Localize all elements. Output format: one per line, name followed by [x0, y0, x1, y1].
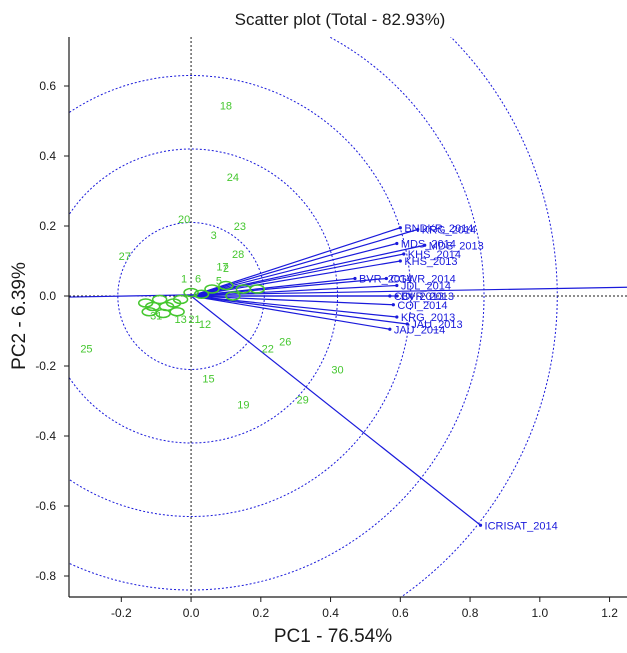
x-tick-label: 1.0: [531, 606, 548, 620]
scatter-point-label: 31: [150, 310, 162, 322]
vector-endpoint: [398, 259, 402, 263]
scatter-point-label: 15: [202, 373, 214, 385]
vector-endpoint: [478, 523, 483, 527]
x-tick-label: 0.6: [392, 606, 409, 620]
vector-label: MDS_2013: [429, 240, 484, 252]
vector-label: COI_2013: [394, 291, 444, 303]
vector-line: [190, 244, 425, 297]
scatter-point-label: 28: [232, 249, 244, 261]
vector-label: JAU_2014: [394, 324, 445, 336]
y-tick-label: -0.6: [35, 499, 56, 513]
point-cluster-mark: [172, 294, 189, 305]
scatter-point-label: 21: [188, 314, 200, 326]
x-axis-label: PC1 - 76.54%: [274, 626, 392, 647]
point-cluster-mark: [169, 307, 185, 317]
scatter-point-label: 29: [297, 394, 309, 406]
vector-endpoint: [395, 315, 399, 319]
vector-endpoint: [388, 327, 392, 331]
vector-endpoint: [423, 243, 427, 247]
scatter-point-label: 12: [199, 319, 211, 331]
x-tick-label: 0.2: [252, 606, 269, 620]
scatter-point-label: 25: [80, 344, 92, 356]
point-cluster-mark: [225, 291, 241, 301]
x-tick-label: -0.2: [111, 606, 132, 620]
y-tick-label: 0.0: [39, 289, 56, 303]
x-tick-label: 0.8: [462, 606, 479, 620]
scatter-point-label: 23: [234, 221, 246, 233]
scatter-point-label: 6: [195, 274, 201, 286]
vector-line: [190, 242, 397, 297]
scatter-point-label: 3: [211, 230, 217, 242]
y-tick-label: 0.6: [39, 79, 56, 93]
point-cluster-mark: [193, 289, 210, 299]
vector-endpoint: [353, 276, 357, 281]
scatter-point-label: 5: [216, 275, 222, 287]
vector-endpoint: [398, 226, 402, 230]
vector-line: [190, 295, 408, 325]
vector-label: KHS_2014: [408, 249, 461, 261]
vector-line: [191, 295, 394, 306]
scatter-point-label: 2: [223, 263, 229, 275]
y-tick-label: -0.4: [35, 429, 56, 443]
point-cluster-mark: [249, 284, 266, 294]
y-tick-label: 0.2: [39, 219, 56, 233]
reference-circle-5: [400, 37, 558, 597]
point-cluster-mark: [151, 294, 168, 305]
scatter-point-label: 20: [178, 214, 190, 226]
vector-label: KHS_2013: [404, 256, 457, 268]
vector-label: BNDKR_2014: [404, 223, 473, 235]
vector-line: [191, 277, 387, 297]
scatter-point-label: 1: [181, 274, 187, 286]
y-axis-label: PC2 - 6.39%: [9, 262, 30, 370]
vector-line: [190, 228, 418, 297]
vector-endpoint: [395, 294, 399, 298]
vector-label: KRG_2014: [422, 225, 476, 237]
scatter-point-label: 13: [174, 314, 186, 326]
vector-endpoint: [416, 227, 420, 232]
axes: -0.2 0.0 0.2 0.4 0.6 0.8 1.0 1.2 0.6 0.4 0.2 0.0 -0.…: [35, 37, 627, 620]
vector-label: BVR_2013: [401, 291, 454, 303]
scatter-point-label: 27: [119, 251, 131, 263]
vector-line: [191, 284, 397, 297]
vector-label: CGWR_2014: [390, 274, 455, 286]
vector-label: JDL_2014: [401, 281, 451, 293]
scatter-point-label: 22: [262, 344, 274, 356]
y-tick-label: -0.2: [35, 359, 56, 373]
scatter-point-label: 19: [237, 400, 249, 412]
scatter-point-label: 18: [220, 100, 232, 112]
scatter-point-label: 26: [279, 337, 291, 349]
vector-endpoint: [384, 276, 388, 281]
vector-label: KRG_2013: [401, 312, 455, 324]
vector-endpoint: [402, 252, 406, 256]
vector-endpoint: [405, 322, 409, 326]
x-tick-label: 0.4: [322, 606, 339, 620]
x-tick-label: 0.0: [183, 606, 200, 620]
vector-line: [190, 227, 401, 297]
point-cluster-mark: [218, 280, 234, 291]
y-tick-label: -0.8: [35, 569, 56, 583]
vector-label: ICRISAT_2014: [485, 520, 558, 532]
vector-line: [190, 295, 481, 526]
vector-endpoint: [395, 241, 399, 246]
vector-label: JAU_2013: [411, 319, 462, 331]
scatter-point-label: 24: [227, 172, 239, 184]
vector-endpoint: [395, 283, 399, 288]
chart-title: Scatter plot (Total - 82.93%): [235, 10, 446, 29]
scatter-point-label: 17: [216, 261, 228, 273]
y-tick-label: 0.4: [39, 149, 56, 163]
point-cluster-mark: [204, 284, 220, 294]
vector-endpoint: [391, 303, 395, 307]
vector-line: [190, 295, 390, 330]
vector-label: COI_2014: [397, 300, 447, 312]
vector-line: [191, 295, 397, 318]
point-cluster-mark: [183, 287, 199, 298]
scatter-point-label: 30: [331, 365, 343, 377]
x-tick-label: 1.2: [601, 606, 618, 620]
